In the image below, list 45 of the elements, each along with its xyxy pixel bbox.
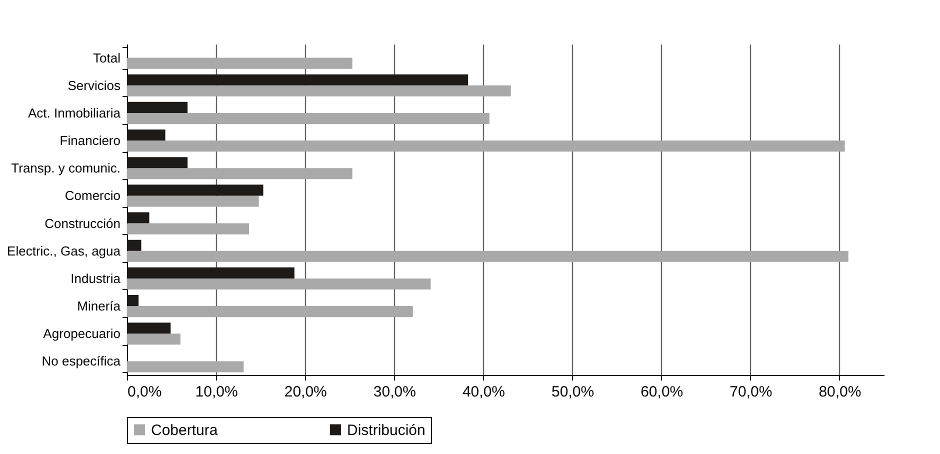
y-tick-label: Total bbox=[93, 50, 121, 66]
x-tick-label: 0,0% bbox=[128, 384, 162, 400]
bar bbox=[127, 295, 139, 306]
y-tick-label: Comercio bbox=[64, 188, 120, 204]
legend-label: Distribución bbox=[347, 422, 426, 439]
bar bbox=[127, 196, 259, 207]
y-tick-label: Industria bbox=[70, 270, 122, 286]
bar bbox=[127, 278, 431, 290]
x-tick-label: 30,0% bbox=[373, 384, 416, 400]
bar bbox=[127, 184, 264, 196]
legend-label: Cobertura bbox=[151, 422, 218, 439]
y-tick-label: Minería bbox=[77, 298, 122, 314]
bar bbox=[127, 322, 171, 334]
bar bbox=[127, 361, 244, 372]
bar bbox=[127, 112, 490, 124]
x-tick-label: 50,0% bbox=[552, 384, 594, 400]
bar bbox=[127, 102, 188, 113]
bar bbox=[127, 168, 352, 180]
bar bbox=[127, 58, 352, 69]
y-tick-label: No específica bbox=[42, 354, 122, 369]
bar bbox=[127, 250, 848, 262]
bar bbox=[127, 130, 166, 141]
x-tick-label: 20,0% bbox=[284, 384, 327, 400]
bar bbox=[127, 306, 413, 318]
bar bbox=[127, 140, 845, 152]
y-tick-label: Servicios bbox=[68, 78, 121, 93]
x-tick-label: 60,0% bbox=[640, 384, 684, 400]
y-tick-label: Transp. y comunic. bbox=[11, 160, 120, 176]
y-tick-label: Act. Inmobiliaria bbox=[28, 105, 122, 120]
bar bbox=[127, 267, 294, 278]
x-tick-label: 80,0% bbox=[818, 384, 862, 400]
y-tick-label: Construcción bbox=[44, 216, 120, 231]
x-tick-label: 40,0% bbox=[462, 384, 506, 400]
bar bbox=[127, 212, 150, 224]
bar bbox=[127, 157, 188, 168]
bar bbox=[127, 223, 250, 234]
bar bbox=[127, 85, 511, 96]
y-tick-label: Financiero bbox=[60, 133, 120, 148]
x-tick-label: 70,0% bbox=[730, 384, 772, 400]
y-tick-label: Agropecuario bbox=[43, 326, 120, 342]
bar bbox=[127, 240, 142, 251]
bar bbox=[127, 74, 468, 86]
y-tick-label: Electric., Gas, agua bbox=[7, 243, 122, 258]
x-tick-label: 10,0% bbox=[195, 384, 238, 400]
bar bbox=[127, 334, 180, 345]
